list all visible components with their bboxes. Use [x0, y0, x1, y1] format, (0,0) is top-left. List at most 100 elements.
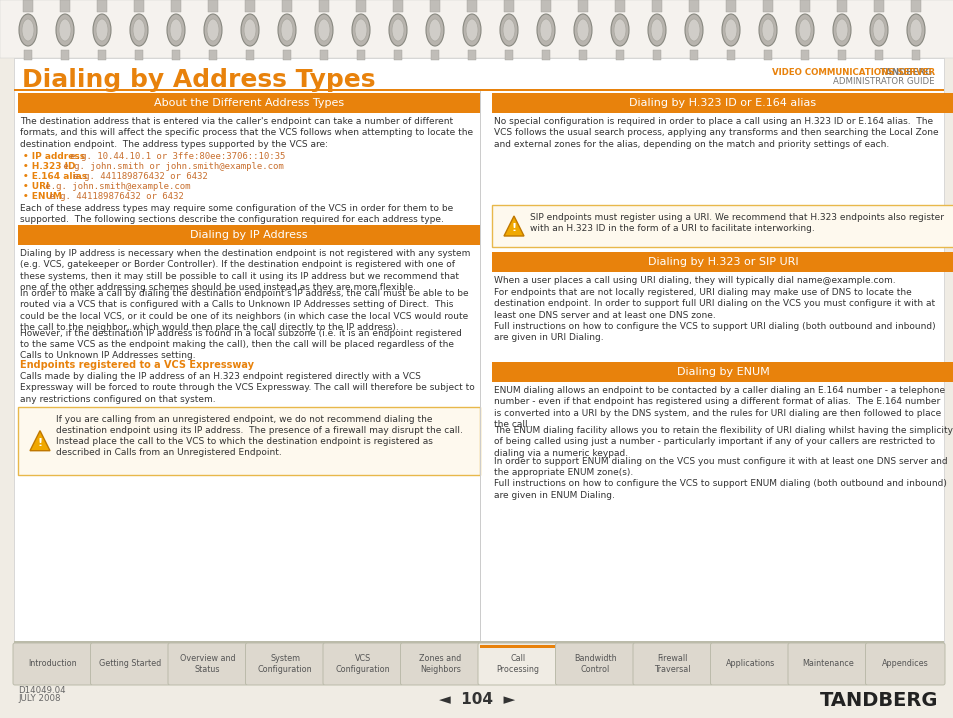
Bar	[468, 50, 476, 60]
Bar	[616, 50, 623, 60]
Bar	[60, 0, 70, 12]
Ellipse shape	[22, 19, 34, 41]
Ellipse shape	[502, 19, 515, 41]
Bar	[98, 50, 106, 60]
Ellipse shape	[539, 19, 552, 41]
Bar	[0, 0, 953, 58]
Polygon shape	[30, 431, 50, 451]
Bar	[283, 50, 291, 60]
Ellipse shape	[352, 14, 370, 46]
Ellipse shape	[869, 14, 887, 46]
Bar	[0, 0, 953, 58]
Ellipse shape	[204, 14, 222, 46]
Text: TANDBERG: TANDBERG	[819, 691, 937, 709]
Text: ENUM dialing allows an endpoint to be contacted by a caller dialing an E.164 num: ENUM dialing allows an endpoint to be co…	[494, 386, 944, 429]
Bar	[503, 0, 514, 12]
Bar	[652, 50, 660, 60]
Ellipse shape	[170, 19, 182, 41]
Text: e.g. 441189876432 or 6432: e.g. 441189876432 or 6432	[69, 172, 208, 181]
Text: Zones and
Neighbors: Zones and Neighbors	[418, 654, 461, 673]
Bar	[688, 0, 699, 12]
Ellipse shape	[281, 19, 293, 41]
Text: VCS
Configuration: VCS Configuration	[335, 654, 390, 673]
Text: Full instructions on how to configure the VCS to support ENUM dialing (both outb: Full instructions on how to configure th…	[494, 480, 946, 500]
Bar	[319, 50, 328, 60]
Text: Firewall
Traversal: Firewall Traversal	[654, 654, 690, 673]
Ellipse shape	[207, 19, 219, 41]
Bar	[356, 50, 365, 60]
Text: Dialing by ENUM: Dialing by ENUM	[676, 367, 768, 377]
Bar	[135, 50, 143, 60]
Ellipse shape	[355, 19, 367, 41]
Bar	[762, 0, 772, 12]
Ellipse shape	[721, 14, 740, 46]
Bar	[14, 685, 943, 715]
Bar	[492, 93, 953, 113]
Ellipse shape	[610, 14, 628, 46]
Text: When a user places a call using URI dialing, they will typically dial name@examp: When a user places a call using URI dial…	[494, 276, 895, 285]
Text: • URI: • URI	[23, 182, 50, 191]
Ellipse shape	[499, 14, 517, 46]
Text: Appendices: Appendices	[881, 660, 927, 668]
Text: e.g. 441189876432 or 6432: e.g. 441189876432 or 6432	[44, 192, 183, 201]
Bar	[23, 0, 33, 12]
Ellipse shape	[650, 19, 662, 41]
Bar	[504, 50, 513, 60]
Ellipse shape	[761, 19, 773, 41]
FancyBboxPatch shape	[477, 643, 557, 685]
Text: e.g. 10.44.10.1 or 3ffe:80ee:3706::10:35: e.g. 10.44.10.1 or 3ffe:80ee:3706::10:35	[65, 152, 285, 161]
Ellipse shape	[647, 14, 665, 46]
Bar	[651, 0, 661, 12]
Bar	[910, 0, 920, 12]
FancyBboxPatch shape	[633, 643, 712, 685]
Polygon shape	[503, 216, 523, 236]
Ellipse shape	[167, 14, 185, 46]
Text: However, if the destination IP address is found in a local subzone (i.e. it is a: However, if the destination IP address i…	[20, 329, 461, 360]
Text: Overview and
Status: Overview and Status	[180, 654, 235, 673]
Text: The ENUM dialing facility allows you to retain the flexibility of URI dialing wh: The ENUM dialing facility allows you to …	[494, 426, 952, 457]
FancyBboxPatch shape	[91, 643, 170, 685]
FancyBboxPatch shape	[710, 643, 789, 685]
Bar	[615, 0, 624, 12]
Bar	[282, 0, 292, 12]
Text: Full instructions on how to configure the VCS to support URI dialing (both outbo: Full instructions on how to configure th…	[494, 322, 935, 342]
Text: D14049.04: D14049.04	[18, 686, 66, 695]
Bar	[578, 0, 587, 12]
Text: TANDBERG: TANDBERG	[879, 68, 934, 77]
Bar	[209, 50, 216, 60]
Text: Getting Started: Getting Started	[99, 660, 161, 668]
Ellipse shape	[92, 14, 111, 46]
Text: System
Configuration: System Configuration	[257, 654, 313, 673]
Text: ◄  104  ►: ◄ 104 ►	[438, 692, 515, 707]
Ellipse shape	[429, 19, 440, 41]
FancyBboxPatch shape	[400, 643, 479, 685]
Ellipse shape	[389, 14, 407, 46]
Text: • ENUM: • ENUM	[23, 192, 62, 201]
Text: In order to support ENUM dialing on the VCS you must configure it with at least : In order to support ENUM dialing on the …	[494, 457, 946, 477]
Text: • H.323 ID: • H.323 ID	[23, 162, 75, 171]
Ellipse shape	[392, 19, 403, 41]
Bar	[874, 50, 882, 60]
Bar	[540, 0, 551, 12]
Bar	[393, 0, 402, 12]
Ellipse shape	[462, 14, 480, 46]
Ellipse shape	[574, 14, 592, 46]
Ellipse shape	[537, 14, 555, 46]
Ellipse shape	[241, 14, 258, 46]
Ellipse shape	[909, 19, 921, 41]
Bar	[763, 50, 771, 60]
Ellipse shape	[835, 19, 847, 41]
Ellipse shape	[614, 19, 625, 41]
Ellipse shape	[872, 19, 884, 41]
Ellipse shape	[130, 14, 148, 46]
Bar	[355, 0, 366, 12]
Ellipse shape	[832, 14, 850, 46]
Ellipse shape	[96, 19, 108, 41]
Bar	[394, 50, 401, 60]
Ellipse shape	[906, 14, 924, 46]
Bar	[801, 50, 808, 60]
Text: • E.164 alias: • E.164 alias	[23, 172, 87, 181]
Bar	[24, 50, 32, 60]
Text: Dialing by H.323 ID or E.164 alias: Dialing by H.323 ID or E.164 alias	[629, 98, 816, 108]
Bar	[133, 0, 144, 12]
